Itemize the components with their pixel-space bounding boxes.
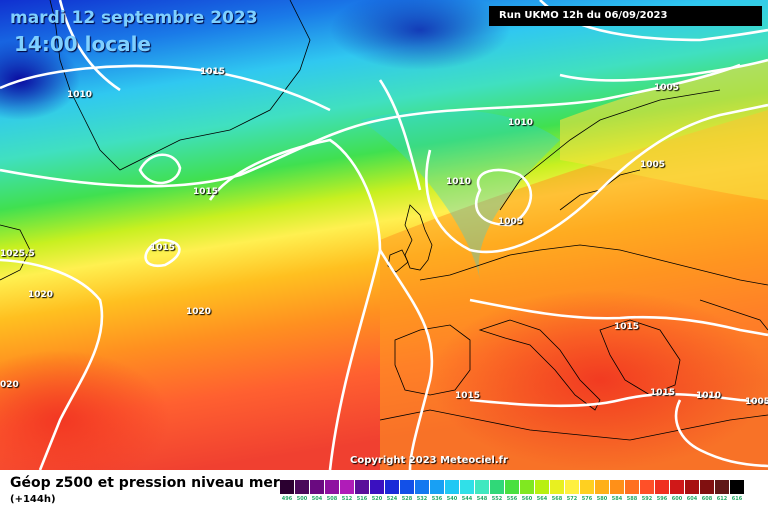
scale-swatch [340, 480, 354, 494]
scale-swatch [385, 480, 399, 494]
scale-label: 524 [386, 496, 398, 502]
scale-swatch [535, 480, 549, 494]
scale-swatch [640, 480, 654, 494]
scale-swatch [670, 480, 684, 494]
isobar-label: 1025.5 [0, 249, 35, 259]
isobar-label: 1015 [650, 388, 676, 398]
forecast-offset: (+144h) [10, 494, 56, 505]
isobars [0, 0, 768, 470]
isobar-label: 1010 [446, 177, 472, 187]
scale-label: 576 [581, 496, 593, 502]
scale-swatch [580, 480, 594, 494]
scale-swatch [295, 480, 309, 494]
scale-label: 496 [281, 496, 293, 502]
scale-swatch [280, 480, 294, 494]
isobar-label: 1015 [150, 243, 176, 253]
scale-label: 556 [506, 496, 518, 502]
scale-swatch [370, 480, 384, 494]
forecast-date: mardi 12 septembre 2023 [10, 8, 258, 28]
scale-swatch [490, 480, 504, 494]
scale-swatch [700, 480, 714, 494]
scale-swatch [610, 480, 624, 494]
scale-label: 548 [476, 496, 488, 502]
scale-swatch [520, 480, 534, 494]
scale-swatch [565, 480, 579, 494]
weather-map: 1015 1010 1010 1005 1005 1015 1010 1005 … [0, 0, 768, 470]
isobar-label: 1010 [696, 391, 722, 401]
isobar-label: 1005 [654, 83, 680, 93]
copyright: Copyright 2023 Meteociel.fr [350, 455, 508, 466]
scale-label: 608 [701, 496, 713, 502]
isobar-label: 1015 [614, 322, 640, 332]
isobar-label: 020 [0, 380, 19, 390]
scale-label: 588 [626, 496, 638, 502]
forecast-time: 14:00 locale [14, 32, 151, 56]
scale-label: 572 [566, 496, 578, 502]
scale-swatch [355, 480, 369, 494]
scale-label: 612 [716, 496, 728, 502]
scale-label: 528 [401, 496, 413, 502]
scale-swatch [325, 480, 339, 494]
scale-label: 520 [371, 496, 383, 502]
scale-swatch [655, 480, 669, 494]
isobar-label: 1020 [186, 307, 212, 317]
isobar-label: 1005 [498, 217, 524, 227]
scale-swatch [685, 480, 699, 494]
model-run-banner: Run UKMO 12h du 06/09/2023 [489, 6, 762, 26]
isobar-label: 1005 [745, 397, 768, 407]
isobar-label: 1010 [508, 118, 534, 128]
scale-label: 568 [551, 496, 563, 502]
scale-label: 500 [296, 496, 308, 502]
scale-swatch [460, 480, 474, 494]
scale-swatch [625, 480, 639, 494]
geopotential-field [0, 0, 768, 470]
scale-swatch [550, 480, 564, 494]
scale-label: 544 [461, 496, 473, 502]
isobar-label: 1010 [67, 90, 93, 100]
scale-label: 504 [311, 496, 323, 502]
scale-swatch [505, 480, 519, 494]
isobar-label: 1015 [455, 391, 481, 401]
scale-label: 580 [596, 496, 608, 502]
legend-footer: Géop z500 et pression niveau mer (+144h)… [0, 470, 768, 512]
scale-label: 616 [731, 496, 743, 502]
isobar-label: 1015 [193, 187, 219, 197]
scale-label: 512 [341, 496, 353, 502]
scale-swatch [715, 480, 729, 494]
isobar-label: 1005 [640, 160, 666, 170]
scale-swatch [445, 480, 459, 494]
isobar-label: 1015 [200, 67, 226, 77]
scale-swatch [730, 480, 744, 494]
scale-label: 596 [656, 496, 668, 502]
scale-swatch [595, 480, 609, 494]
scale-label: 560 [521, 496, 533, 502]
scale-label: 600 [671, 496, 683, 502]
scale-swatch [430, 480, 444, 494]
scale-label: 532 [416, 496, 428, 502]
scale-label: 552 [491, 496, 503, 502]
scale-label: 508 [326, 496, 338, 502]
scale-label: 540 [446, 496, 458, 502]
scale-swatch [310, 480, 324, 494]
isobar-label: 1020 [28, 290, 54, 300]
scale-label: 536 [431, 496, 443, 502]
scale-swatch [415, 480, 429, 494]
scale-swatch [475, 480, 489, 494]
scale-label: 604 [686, 496, 698, 502]
color-scale: 496 500 504 508 512 516 520 524 528 532 536 540 544 5… [280, 480, 746, 506]
scale-label: 564 [536, 496, 548, 502]
scale-swatch [400, 480, 414, 494]
scale-label: 592 [641, 496, 653, 502]
scale-label: 516 [356, 496, 368, 502]
scale-label: 584 [611, 496, 623, 502]
map-title: Géop z500 et pression niveau mer [10, 475, 280, 491]
